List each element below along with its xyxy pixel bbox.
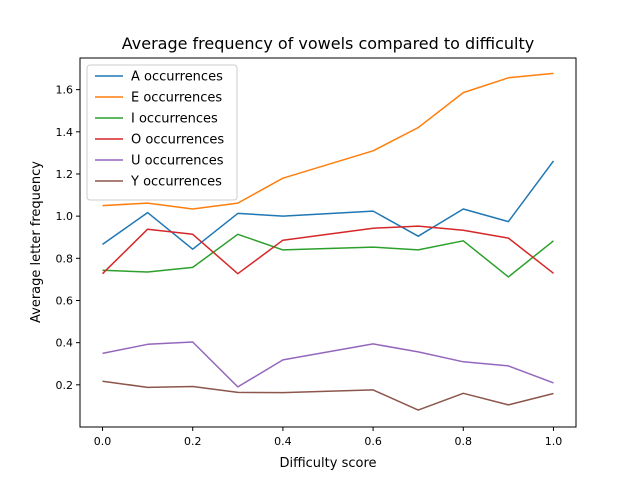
legend-box (86, 64, 238, 201)
legend-label-u: U occurrences (131, 154, 224, 169)
series-line-a (102, 160, 555, 250)
y-tick-label: 1.6 (56, 84, 74, 97)
y-axis-label: Average letter frequency (29, 161, 44, 323)
x-tick-label: 0.8 (455, 435, 473, 448)
y-tick-label: 0.6 (56, 294, 74, 307)
y-tick-label: 0.2 (56, 379, 74, 392)
x-tick-label: 0.0 (94, 435, 112, 448)
chart-title: Average frequency of vowels compared to … (122, 34, 534, 53)
x-tick-label: 1.0 (545, 435, 563, 448)
y-tick-label: 1.2 (56, 168, 74, 181)
plot-area (101, 72, 555, 411)
x-tick-label: 0.4 (274, 435, 292, 448)
series-line-i (102, 233, 554, 278)
legend: A occurrences E occurrences I occurrences O… (86, 64, 238, 201)
series-line-y (102, 380, 554, 411)
legend-label-e: E occurrences (131, 91, 222, 106)
y-tick-label: 1.4 (56, 126, 74, 139)
x-tick-label: 0.6 (364, 435, 382, 448)
legend-label-a: A occurrences (131, 70, 223, 85)
legend-label-i: I occurrences (131, 112, 218, 127)
x-axis-label: Difficulty score (279, 456, 376, 471)
y-tick-label: 1.0 (56, 210, 74, 223)
x-tick-label: 0.2 (184, 435, 202, 448)
series-line-e (102, 72, 554, 210)
y-axis: 0.2 0.4 0.6 0.8 1.0 1.2 1.4 1.6 (56, 84, 80, 392)
x-axis: 0.0 0.2 0.4 0.6 0.8 1.0 (94, 427, 562, 448)
y-tick-label: 0.4 (56, 337, 74, 350)
legend-label-o: O occurrences (131, 133, 224, 148)
legend-label-y: Y occurrences (130, 175, 222, 190)
series-line-o (101, 225, 554, 275)
y-tick-label: 0.8 (56, 252, 74, 265)
series-line-u (102, 341, 554, 388)
plot-frame (79, 57, 577, 428)
